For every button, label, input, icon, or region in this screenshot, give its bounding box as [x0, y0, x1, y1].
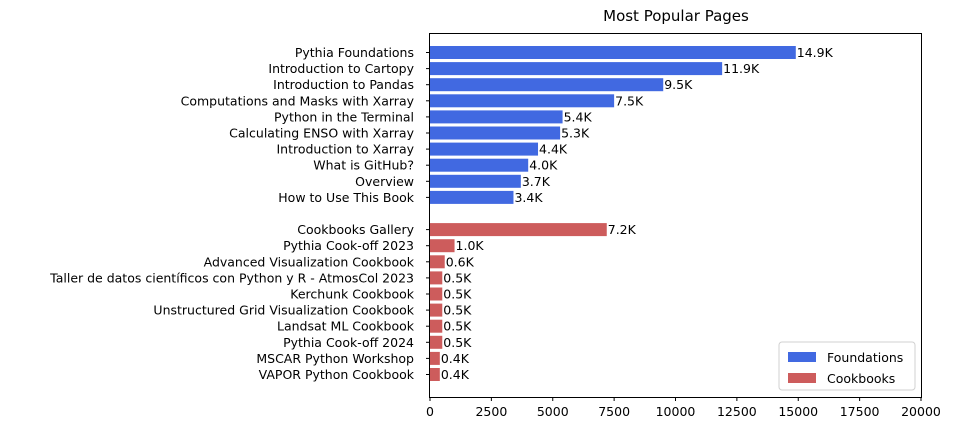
- x-tick-label-0: 0: [426, 404, 434, 419]
- bar-0-0: [430, 46, 796, 59]
- x-tick-label-2: 5000: [537, 404, 569, 419]
- y-tick-label-0-2: Introduction to Pandas: [273, 77, 414, 92]
- legend-swatch-1: [788, 373, 816, 383]
- bars-group: 14.9K 11.9K 9.5K 7.5K 5.4K 5.3K4.4K4.0K3.7K3.…: [430, 45, 834, 382]
- x-tick-label-5: 12500: [717, 404, 757, 419]
- y-tick-label-0-3: Computations and Masks with Xarray: [181, 93, 415, 108]
- legend-label-0: Foundations: [827, 350, 903, 365]
- y-tick-label-1-8: MSCAR Python Workshop: [256, 351, 414, 366]
- data-label-1-7: 0.5K: [443, 335, 472, 350]
- bar-0-8: [430, 174, 521, 188]
- y-tick-label-1-5: Unstructured Grid Visualization Cookbook: [153, 303, 414, 318]
- data-label-0-9: 3.4K: [514, 190, 543, 205]
- y-tick-label-0-5: Calculating ENSO with Xarray: [229, 126, 414, 141]
- bar-0-4: [430, 110, 563, 124]
- x-tick-label-4: 10000: [656, 404, 696, 419]
- data-label-0-4: 5.4K: [564, 109, 593, 124]
- y-tick-label-0-1: Introduction to Cartopy: [268, 61, 414, 76]
- bar-1-1: [430, 239, 455, 253]
- y-tick-label-1-3: Taller de datos científicos con Python y…: [49, 270, 414, 285]
- data-label-1-0: 7.2K: [608, 222, 637, 237]
- y-tick-label-1-2: Advanced Visualization Cookbook: [204, 254, 415, 269]
- bar-1-7: [430, 335, 443, 349]
- x-tick-label-7: 17500: [840, 404, 880, 419]
- data-label-1-9: 0.4K: [441, 367, 470, 382]
- y-tick-label-0-4: Python in the Terminal: [274, 109, 414, 124]
- bar-0-2: [430, 78, 664, 92]
- data-label-1-6: 0.5K: [443, 319, 472, 334]
- legend-label-1: Cookbooks: [827, 371, 895, 386]
- y-tick-label-1-9: VAPOR Python Cookbook: [259, 367, 415, 382]
- data-label-0-1: 11.9K: [723, 61, 760, 76]
- data-label-1-8: 0.4K: [441, 351, 470, 366]
- y-tick-label-1-7: Pythia Cook-off 2024: [283, 335, 414, 350]
- y-tick-label-1-1: Pythia Cook-off 2023: [283, 238, 414, 253]
- bar-0-5: [430, 126, 561, 140]
- data-label-0-5: 5.3K: [561, 126, 590, 141]
- data-label-0-8: 3.7K: [522, 174, 551, 189]
- y-tick-label-0-6: Introduction to Xarray: [276, 142, 414, 157]
- bar-1-5: [430, 303, 443, 317]
- bar-1-2: [430, 255, 445, 269]
- bar-1-3: [430, 271, 443, 285]
- data-label-0-2: 9.5K: [664, 77, 693, 92]
- y-tick-label-0-7: What is GitHub?: [313, 158, 414, 173]
- data-label-0-7: 4.0K: [529, 158, 558, 173]
- legend-swatch-0: [788, 352, 816, 362]
- x-tick-label-8: 20000: [901, 404, 941, 419]
- bar-1-8: [430, 351, 440, 365]
- bar-1-4: [430, 287, 443, 301]
- y-tick-label-0-0: Pythia Foundations: [295, 45, 414, 60]
- bar-0-9: [430, 190, 514, 204]
- x-ticks: 0 2500 5000 7500 10000 12500 15000 17500 20000: [426, 397, 941, 419]
- bar-0-3: [430, 94, 615, 108]
- data-label-1-4: 0.5K: [443, 287, 472, 302]
- data-label-1-5: 0.5K: [443, 303, 472, 318]
- data-label-1-3: 0.5K: [443, 270, 472, 285]
- y-tick-label-1-6: Landsat ML Cookbook: [277, 319, 415, 334]
- data-label-1-1: 1.0K: [456, 238, 485, 253]
- chart-title: Most Popular Pages: [603, 7, 749, 25]
- bar-1-9: [430, 368, 440, 381]
- bar-1-0: [430, 223, 607, 237]
- data-label-0-6: 4.4K: [539, 142, 568, 157]
- x-tick-label-6: 15000: [778, 404, 818, 419]
- bar-0-1: [430, 62, 723, 76]
- y-tick-label-1-0: Cookbooks Gallery: [297, 222, 414, 237]
- data-label-0-3: 7.5K: [615, 93, 644, 108]
- y-tick-label-0-9: How to Use This Book: [278, 190, 414, 205]
- bar-1-6: [430, 319, 443, 333]
- x-tick-label-1: 2500: [475, 404, 507, 419]
- bar-0-6: [430, 142, 539, 156]
- y-tick-label-1-4: Kerchunk Cookbook: [290, 287, 414, 302]
- x-tick-label-3: 7500: [598, 404, 630, 419]
- data-label-1-2: 0.6K: [446, 254, 475, 269]
- plot-frame: [429, 33, 922, 398]
- data-label-0-0: 14.9K: [797, 45, 834, 60]
- y-tick-label-0-8: Overview: [355, 174, 414, 189]
- bar-0-7: [430, 158, 529, 172]
- legend: Foundations Cookbooks: [778, 341, 916, 391]
